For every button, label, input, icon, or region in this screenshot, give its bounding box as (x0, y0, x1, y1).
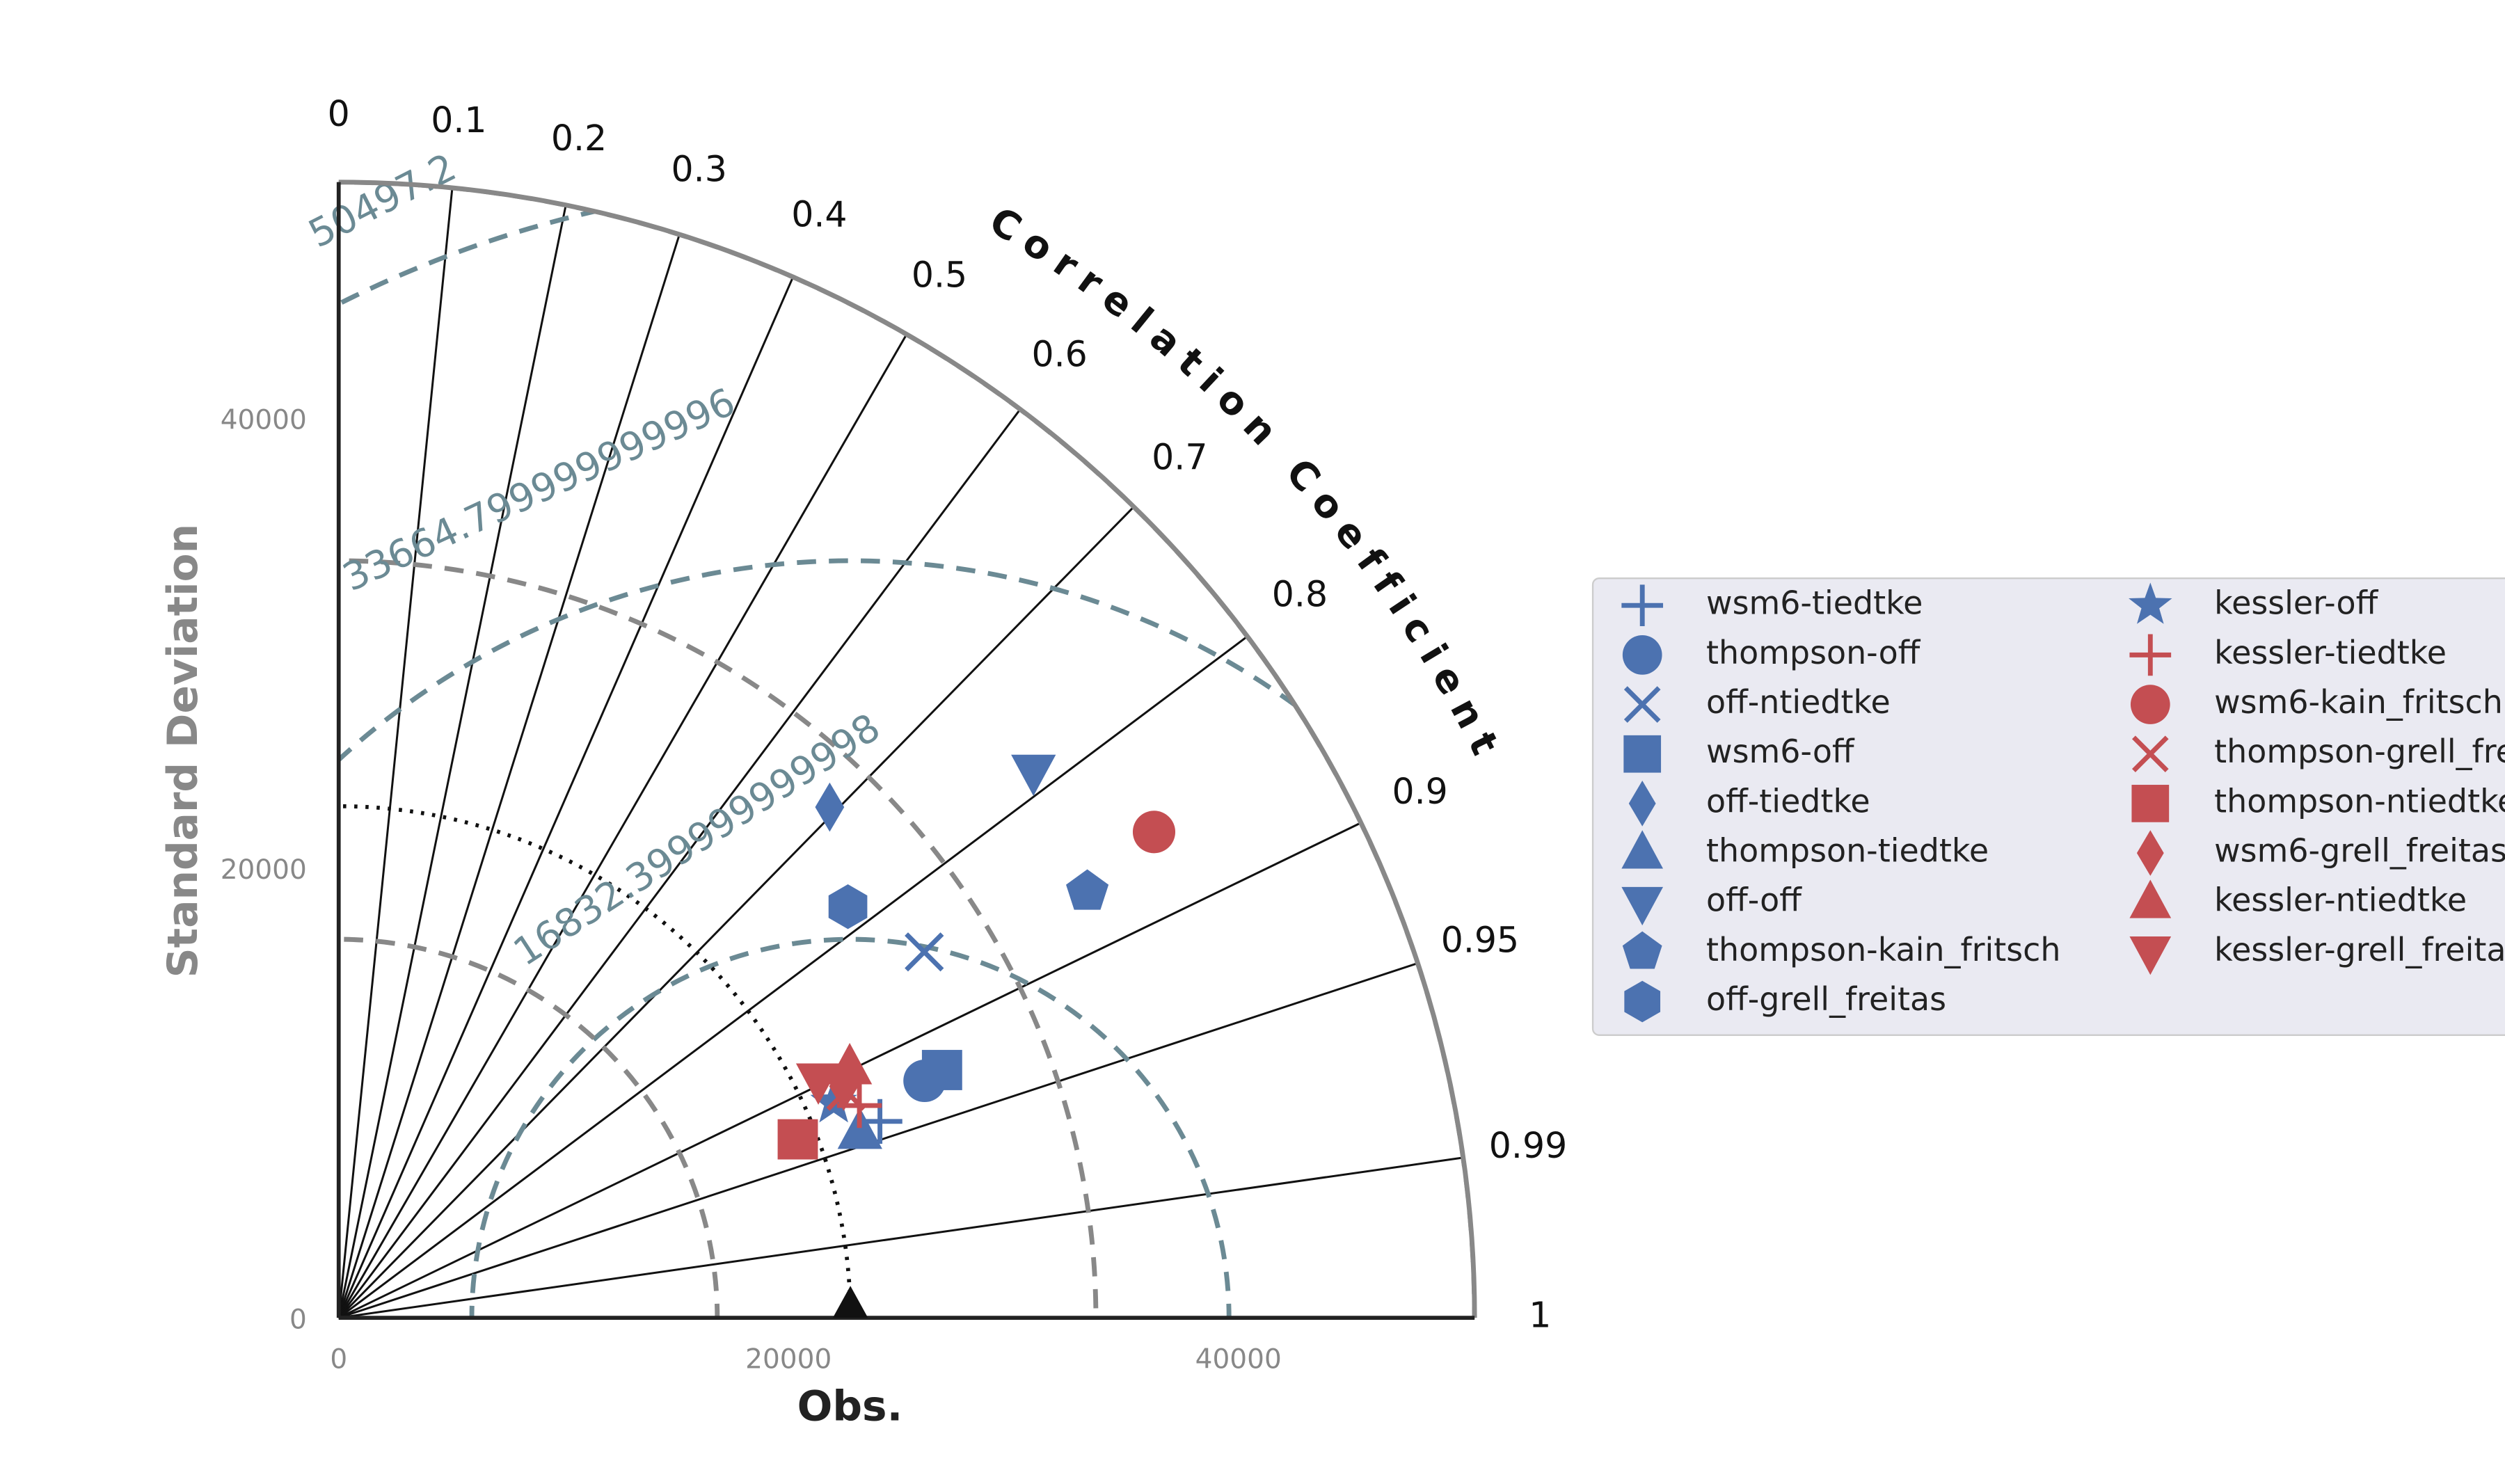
x-tick-label: 20000 (745, 1344, 832, 1375)
legend-marker (2130, 685, 2170, 724)
legend-marker (2131, 735, 2169, 773)
rms-contour-label: 50497.2 (301, 145, 463, 256)
corr-axis-title-path: Correlation Coefficient (982, 198, 1501, 772)
legend-marker (1621, 886, 1664, 926)
legend-marker (2129, 879, 2172, 918)
corr-grid-line (337, 187, 454, 1318)
legend-label: thompson-kain_fritsch (1706, 931, 2060, 968)
data-point (828, 884, 868, 930)
legend-label: thompson-ntiedtke (2214, 782, 2505, 820)
corr-tick-label: 0.1 (431, 99, 486, 141)
corr-tick-label: 0.9 (1392, 771, 1447, 812)
corr-tick-label: 0.3 (671, 149, 727, 190)
corr-tick-label: 0.8 (1272, 574, 1328, 615)
legend-marker (1624, 980, 1661, 1023)
data-point (815, 782, 845, 832)
data-point (837, 1107, 882, 1149)
legend-label: kessler-ntiedtke (2214, 881, 2467, 919)
corr-grid-line (337, 234, 681, 1318)
obs-std-arc (338, 804, 852, 1318)
legend-box (1591, 577, 2505, 1036)
corr-grid-line (337, 276, 795, 1318)
corr-tick-label: 0.95 (1441, 920, 1519, 961)
y-tick-label: 40000 (221, 404, 307, 436)
legend-marker (1622, 931, 1662, 969)
legend-label: off-tiedtke (1706, 782, 1870, 820)
corr-tick-label: 1 (1529, 1295, 1551, 1336)
corr-grid-line (338, 1156, 1464, 1319)
corr-tick-label: 0.5 (912, 254, 967, 295)
legend-marker (1623, 735, 1662, 773)
rms-contour (338, 558, 1475, 1318)
legend-label: wsm6-grell_freitas (2214, 832, 2505, 870)
legend-marker (2129, 936, 2172, 975)
corr-tick-label: 0.99 (1489, 1125, 1567, 1166)
corr-tick-label: 0.4 (791, 193, 847, 234)
legend-marker (2129, 634, 2172, 676)
legend-marker (1623, 686, 1661, 723)
corr-tick-label: 0.2 (551, 118, 607, 159)
legend-label: off-ntiedtke (1706, 683, 1891, 721)
legend-marker (1621, 584, 1664, 627)
y-tick-label: 0 (289, 1304, 307, 1335)
data-point (1132, 811, 1176, 854)
legend-label: wsm6-tiedtke (1706, 584, 1923, 622)
data-point (827, 1042, 873, 1085)
corr-tick-label: 0.6 (1031, 333, 1087, 374)
legend-label: off-grell_freitas (1706, 980, 1946, 1018)
legend-label: kessler-off (2214, 584, 2378, 622)
legend-label: wsm6-kain_fritsch (2214, 683, 2503, 721)
data-point (1011, 754, 1056, 797)
data-point (1066, 869, 1109, 910)
legend-label: thompson-grell_freitas (2214, 733, 2505, 770)
x-tick-label: 0 (330, 1344, 347, 1375)
legend-marker (1621, 830, 1664, 869)
corr-grid-line (337, 635, 1248, 1319)
corr-tick-label: 0.7 (1152, 437, 1207, 478)
data-point (921, 1050, 962, 1090)
legend-label: kessler-tiedtke (2214, 634, 2447, 671)
legend-label: kessler-grell_freitas (2214, 931, 2505, 968)
y-axis-title: Standard Deviation (159, 524, 207, 978)
corr-grid-line (337, 205, 567, 1318)
rms-contour-label: 33664.799999999996 (336, 379, 742, 600)
data-point (795, 1063, 841, 1105)
x-axis-title: Obs. (797, 1383, 903, 1431)
x-tick-label: 40000 (1195, 1344, 1282, 1375)
y-tick-label: 20000 (221, 854, 307, 886)
legend-marker (2131, 785, 2170, 822)
legend-label: thompson-tiedtke (1706, 832, 1989, 870)
legend-label: thompson-off (1706, 634, 1921, 671)
outer-arc (338, 179, 1477, 1318)
data-point (777, 1119, 818, 1160)
rms-contour-label: 16832.399999999998 (506, 705, 888, 975)
legend-marker (1622, 635, 1662, 675)
obs-marker (832, 1286, 868, 1318)
corr-tick-label: 0 (328, 93, 350, 134)
data-point (905, 932, 944, 972)
std-contour (338, 936, 720, 1318)
corr-grid-line (337, 506, 1135, 1319)
corr-grid-line (337, 333, 908, 1318)
legend-label: wsm6-off (1706, 733, 1855, 770)
corr-axis-title: Correlation Coefficient (982, 198, 1512, 772)
legend-marker (2129, 582, 2172, 624)
legend-label: off-off (1706, 881, 1802, 919)
